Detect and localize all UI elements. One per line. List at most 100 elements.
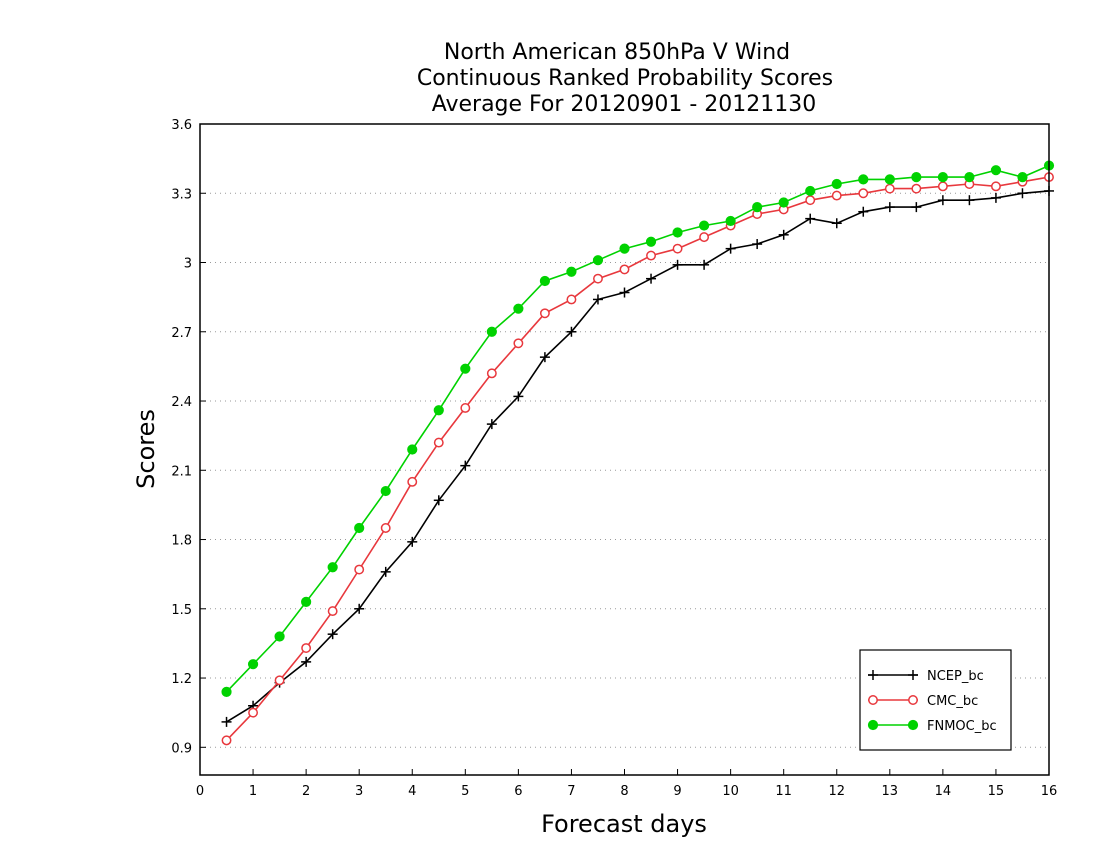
- data-point-open-circle: [539, 308, 550, 319]
- data-point-filled-circle: [247, 659, 259, 670]
- x-tick-label: 4: [408, 784, 416, 799]
- title-line-3: Average For 20120901 - 20121130: [432, 92, 817, 117]
- data-point-open-circle: [327, 606, 338, 617]
- y-tick-label: 2.7: [171, 326, 192, 341]
- data-point-filled-circle: [858, 174, 869, 185]
- data-point-filled-circle: [566, 266, 577, 277]
- data-point-open-circle: [858, 188, 869, 199]
- x-tick-label: 7: [567, 784, 575, 799]
- data-point-plus: [221, 716, 232, 727]
- data-point-plus: [937, 195, 948, 206]
- data-point-open-circle: [593, 273, 603, 284]
- x-tick-label: 1: [249, 784, 257, 799]
- data-point-plus: [911, 202, 922, 213]
- data-point-filled-circle: [486, 326, 497, 337]
- data-point-open-circle: [908, 695, 918, 705]
- data-point-plus: [672, 259, 683, 270]
- data-point-open-circle: [301, 643, 312, 653]
- data-point-plus: [699, 259, 710, 270]
- data-point-plus: [752, 239, 763, 250]
- data-point-filled-circle: [433, 405, 444, 416]
- data-point-open-circle: [486, 368, 497, 379]
- data-point-plus: [380, 566, 391, 577]
- data-point-plus: [354, 603, 365, 614]
- data-point-open-circle: [380, 523, 391, 533]
- data-point-open-circle: [868, 695, 878, 705]
- x-tick-label: 2: [302, 784, 310, 799]
- data-point-filled-circle: [725, 215, 736, 227]
- data-point-filled-circle: [937, 171, 948, 183]
- data-point-filled-circle: [513, 303, 524, 314]
- legend-label: NCEP_bc: [927, 669, 984, 684]
- data-point-plus: [327, 629, 338, 640]
- data-point-filled-circle: [867, 719, 879, 731]
- data-point-open-circle: [221, 735, 232, 746]
- data-point-open-circle: [407, 476, 418, 487]
- data-point-open-circle: [990, 181, 1001, 192]
- y-tick-label: 3.3: [171, 187, 192, 202]
- data-point-open-circle: [354, 564, 365, 575]
- data-point-plus: [1017, 188, 1028, 199]
- legend-label: FNMOC_bc: [927, 719, 997, 734]
- data-point-plus: [301, 656, 312, 667]
- data-point-open-circle: [805, 195, 816, 206]
- data-point-open-circle: [619, 264, 630, 275]
- data-point-filled-circle: [990, 165, 1002, 176]
- legend-item: CMC_bc: [868, 694, 978, 709]
- title-line-2: Continuous Ranked Probability Scores: [417, 66, 833, 91]
- data-point-filled-circle: [380, 485, 391, 497]
- y-tick-label: 0.9: [171, 741, 192, 756]
- y-axis-label: Scores: [132, 409, 160, 489]
- data-point-filled-circle: [592, 255, 604, 266]
- y-tick-label: 3: [184, 257, 192, 272]
- y-tick-label: 1.5: [171, 603, 192, 618]
- data-point-open-circle: [460, 402, 471, 413]
- data-point-plus: [566, 326, 577, 337]
- x-tick-label: 14: [935, 784, 952, 799]
- data-point-plus: [460, 460, 471, 471]
- data-point-plus: [539, 352, 550, 363]
- data-point-filled-circle: [221, 686, 232, 697]
- data-point-plus: [858, 206, 869, 217]
- legend-item: FNMOC_bc: [867, 719, 997, 734]
- series-ncep-bc: [221, 185, 1054, 727]
- data-point-open-circle: [248, 707, 259, 718]
- data-point-filled-circle: [301, 596, 312, 607]
- data-point-open-circle: [513, 338, 524, 349]
- series-layer: [221, 160, 1055, 746]
- x-tick-label: 16: [1041, 784, 1058, 799]
- data-point-filled-circle: [274, 631, 285, 642]
- x-tick-label: 13: [882, 784, 899, 799]
- x-tick-label: 10: [722, 784, 739, 799]
- data-point-filled-circle: [460, 363, 471, 374]
- y-tick-label: 1.2: [171, 672, 192, 687]
- data-point-plus: [592, 294, 603, 305]
- x-tick-label: 3: [355, 784, 363, 799]
- data-point-filled-circle: [805, 185, 816, 197]
- series-line: [225, 164, 1050, 693]
- data-point-filled-circle: [327, 562, 338, 573]
- data-point-plus: [486, 419, 497, 430]
- data-point-filled-circle: [354, 522, 365, 534]
- x-tick-label: 8: [620, 784, 628, 799]
- data-point-filled-circle: [1017, 171, 1028, 183]
- chart-title: North American 850hPa V Wind Continuous …: [417, 40, 833, 117]
- data-point-plus: [805, 213, 816, 224]
- x-tick-label: 9: [673, 784, 681, 799]
- data-point-plus: [725, 243, 736, 254]
- data-point-plus: [513, 391, 524, 402]
- y-tick-label: 1.8: [171, 534, 192, 549]
- data-point-plus: [868, 670, 878, 680]
- y-tick-label: 2.1: [171, 464, 192, 479]
- data-point-open-circle: [672, 243, 683, 254]
- data-point-filled-circle: [907, 719, 919, 731]
- data-point-open-circle: [884, 183, 895, 194]
- data-point-filled-circle: [407, 444, 418, 455]
- data-point-filled-circle: [911, 171, 922, 183]
- data-point-open-circle: [433, 437, 444, 448]
- data-point-plus: [831, 218, 842, 229]
- data-point-filled-circle: [831, 178, 842, 190]
- data-point-plus: [646, 273, 657, 284]
- data-point-plus: [964, 195, 975, 206]
